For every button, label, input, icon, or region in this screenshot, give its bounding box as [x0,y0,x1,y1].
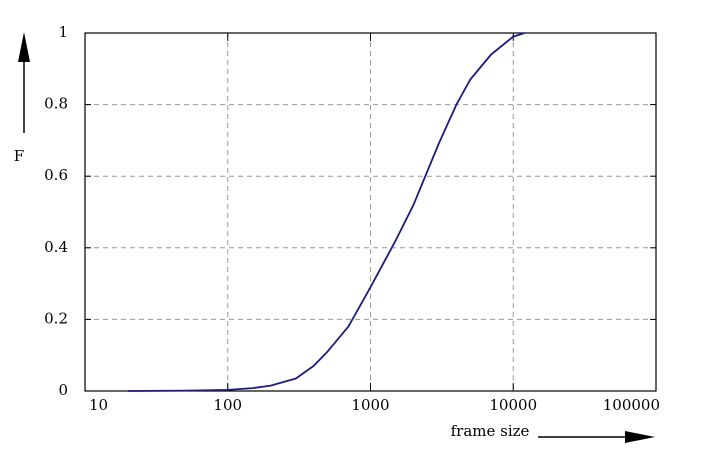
y-tick-label: 0.8 [44,95,68,113]
x-tick-label: 100 [213,396,242,414]
y-tick-label: 0 [58,381,68,399]
y-arrow-head [18,32,30,62]
y-tick-label: 1 [58,23,68,41]
x-tick-label: 100000 [603,396,660,414]
x-tick-label: 1000 [351,396,389,414]
y-tick-label: 0.4 [44,238,68,256]
x-tick-label: 10000 [489,396,537,414]
y-tick-label: 0.6 [44,166,68,184]
y-tick-label: 0.2 [44,309,68,327]
data-line [127,32,525,392]
plot-frame [84,32,657,392]
x-arrow-head [625,431,655,443]
x-tick-label: 10 [89,396,108,414]
x-axis-label: frame size [451,422,530,440]
y-axis-label: F [14,147,24,165]
